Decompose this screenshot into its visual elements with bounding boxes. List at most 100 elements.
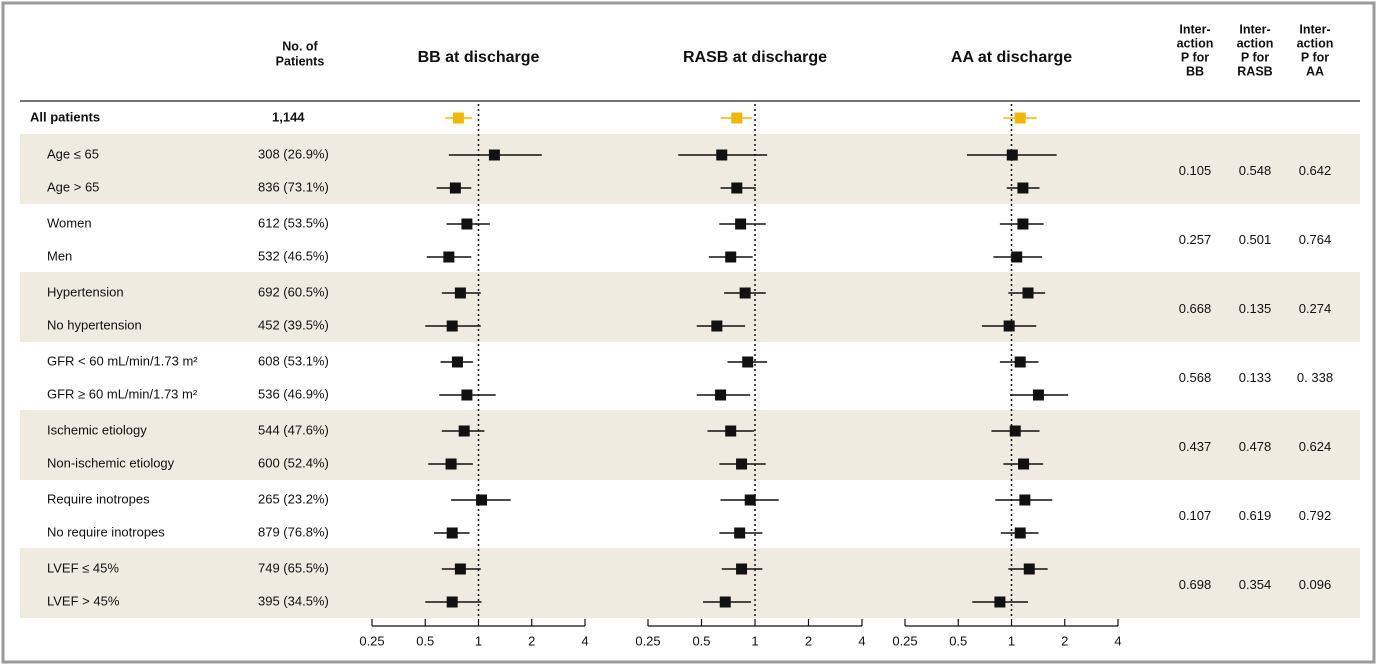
point-estimate — [1019, 494, 1031, 506]
patient-count: 452 (39.5%) — [258, 317, 329, 332]
point-estimate — [443, 251, 455, 263]
point-estimate — [739, 287, 751, 299]
point-estimate — [445, 458, 457, 470]
interaction-p: 0.642 — [1299, 163, 1332, 178]
point-estimate — [476, 494, 488, 506]
interaction-p: 0.764 — [1299, 232, 1332, 247]
point-estimate — [719, 596, 731, 608]
point-estimate — [449, 182, 461, 194]
point-estimate — [1032, 389, 1044, 401]
point-estimate — [1023, 563, 1035, 575]
row-label: Ischemic etiology — [47, 422, 147, 437]
point-estimate — [1018, 458, 1030, 470]
interaction-p: 0.698 — [1179, 577, 1212, 592]
row-band — [20, 134, 1360, 204]
point-estimate — [731, 182, 743, 194]
patient-count: 612 (53.5%) — [258, 215, 329, 230]
point-estimate — [1017, 218, 1029, 230]
row-label: Require inotropes — [47, 491, 150, 506]
point-estimate — [1014, 112, 1026, 124]
interaction-p: 0.501 — [1239, 232, 1272, 247]
interaction-p: 0.107 — [1179, 508, 1212, 523]
row-label: No hypertension — [47, 317, 142, 332]
interaction-p: 0.619 — [1239, 508, 1272, 523]
row-label: All patients — [30, 109, 100, 124]
x-tick-label: 1 — [475, 633, 482, 648]
x-tick-label: 1 — [1008, 633, 1015, 648]
point-estimate — [454, 287, 466, 299]
point-estimate — [1022, 287, 1034, 299]
row-label: Non-ischemic etiology — [47, 455, 175, 470]
point-estimate — [716, 149, 728, 161]
interaction-header: Inter- — [1239, 22, 1270, 36]
point-estimate — [734, 527, 746, 539]
point-estimate — [446, 527, 458, 539]
point-estimate — [1009, 425, 1021, 437]
patient-count: 536 (46.9%) — [258, 386, 329, 401]
interaction-p: 0.133 — [1239, 370, 1272, 385]
interaction-header: action — [1237, 36, 1274, 50]
interaction-p: 0.548 — [1239, 163, 1272, 178]
patient-count: 1,144 — [272, 109, 305, 124]
interaction-p: 0.096 — [1299, 577, 1332, 592]
patient-count: 544 (47.6%) — [258, 422, 329, 437]
point-estimate — [715, 389, 727, 401]
point-estimate — [731, 112, 743, 124]
point-estimate — [1014, 527, 1026, 539]
row-label: LVEF > 45% — [47, 593, 120, 608]
column-header: Patients — [276, 54, 325, 68]
x-tick-label: 0.5 — [416, 633, 434, 648]
x-tick-label: 4 — [581, 633, 588, 648]
interaction-p: 0.624 — [1299, 439, 1332, 454]
point-estimate — [1014, 356, 1026, 368]
point-estimate — [458, 425, 470, 437]
point-estimate — [446, 320, 458, 332]
interaction-header: BB — [1186, 64, 1204, 78]
row-label: Men — [47, 248, 72, 263]
patient-count: 395 (34.5%) — [258, 593, 329, 608]
column-header: No. of — [282, 39, 318, 53]
interaction-header: Inter- — [1299, 22, 1330, 36]
x-tick-label: 2 — [528, 633, 535, 648]
panel-title: RASB at discharge — [683, 49, 827, 66]
patient-count: 836 (73.1%) — [258, 179, 329, 194]
interaction-p: 0.135 — [1239, 301, 1272, 316]
x-tick-label: 4 — [858, 633, 865, 648]
point-estimate — [454, 563, 466, 575]
interaction-p: 0.668 — [1179, 301, 1212, 316]
row-bands — [20, 134, 1360, 618]
patient-count: 692 (60.5%) — [258, 284, 329, 299]
x-tick-label: 0.25 — [359, 633, 384, 648]
row-label: LVEF ≤ 45% — [47, 560, 119, 575]
point-estimate — [1011, 251, 1023, 263]
interaction-p: 0.354 — [1239, 577, 1272, 592]
x-tick-label: 2 — [805, 633, 812, 648]
point-estimate — [744, 494, 756, 506]
interaction-p: 0.478 — [1239, 439, 1272, 454]
point-estimate — [452, 112, 464, 124]
patient-count: 749 (65.5%) — [258, 560, 329, 575]
interaction-header: Inter- — [1179, 22, 1210, 36]
row-band — [20, 272, 1360, 342]
point-estimate — [461, 389, 473, 401]
row-label: Age ≤ 65 — [47, 146, 99, 161]
row-band — [20, 548, 1360, 618]
patient-count: 879 (76.8%) — [258, 524, 329, 539]
x-tick-label: 0.5 — [692, 633, 710, 648]
x-tick-label: 1 — [751, 633, 758, 648]
interaction-p: 0. 338 — [1297, 370, 1333, 385]
x-tick-label: 0.5 — [949, 633, 967, 648]
point-estimate — [736, 563, 748, 575]
point-estimate — [451, 356, 463, 368]
point-estimate — [461, 218, 473, 230]
row-label: GFR ≥ 60 mL/min/1.73 m² — [47, 386, 198, 401]
point-estimate — [725, 251, 737, 263]
panel-title: AA at discharge — [951, 49, 1072, 66]
x-tick-label: 4 — [1114, 633, 1121, 648]
interaction-header: action — [1177, 36, 1214, 50]
interaction-header: action — [1297, 36, 1334, 50]
point-estimate — [1017, 182, 1029, 194]
interaction-p: 0.274 — [1299, 301, 1332, 316]
point-estimate — [1003, 320, 1015, 332]
